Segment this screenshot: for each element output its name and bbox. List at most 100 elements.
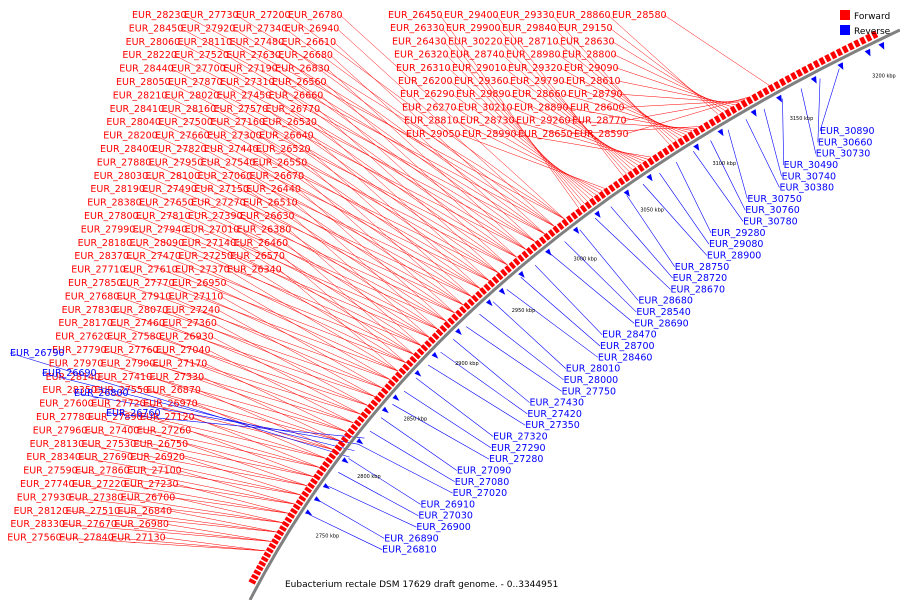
forward-gene-label: EUR_28230 — [132, 10, 187, 21]
forward-gene-block — [818, 56, 826, 66]
forward-leader-line — [275, 68, 527, 250]
forward-leader-line — [183, 14, 565, 220]
forward-gene-block — [767, 84, 776, 93]
forward-gene-label: EUR_28590 — [574, 129, 629, 140]
forward-leader-line — [169, 510, 277, 533]
forward-leader-line — [132, 229, 422, 347]
forward-leader-line — [114, 523, 272, 542]
reverse-gene-label: EUR_30660 — [818, 137, 873, 148]
forward-gene-block — [543, 232, 551, 241]
forward-leader-line — [103, 349, 354, 424]
forward-gene-label: EUR_26700 — [121, 492, 176, 503]
forward-gene-label: EUR_26200 — [398, 76, 453, 87]
forward-gene-block — [657, 150, 665, 159]
forward-gene-label: EUR_27040 — [156, 345, 211, 356]
forward-gene-label: EUR_27310 — [220, 77, 275, 88]
forward-gene-block — [745, 96, 754, 105]
forward-gene-label: EUR_26770 — [266, 104, 321, 115]
forward-gene-block — [735, 102, 743, 111]
forward-leader-line — [339, 14, 565, 220]
forward-gene-block — [647, 157, 655, 166]
forward-gene-block — [762, 87, 770, 96]
forward-gene-label: EUR_26780 — [288, 10, 343, 21]
forward-gene-label: EUR_27170 — [153, 358, 208, 369]
forward-gene-block — [292, 503, 301, 511]
forward-leader-line — [81, 443, 307, 486]
forward-gene-block — [539, 236, 547, 245]
forward-gene-label: EUR_28630 — [560, 36, 615, 47]
forward-gene-label: EUR_27400 — [85, 425, 140, 436]
forward-leader-line — [71, 483, 289, 514]
forward-leader-line — [569, 126, 699, 135]
forward-gene-block — [853, 39, 861, 48]
forward-gene-block — [807, 62, 815, 72]
forward-gene-label: EUR_28090 — [130, 238, 185, 249]
forward-leader-line — [497, 28, 627, 174]
reverse-leader-line — [564, 241, 637, 313]
forward-gene-label: EUR_27860 — [75, 466, 130, 477]
forward-gene-label: EUR_27110 — [169, 291, 224, 302]
reverse-gene-label: EUR_26890 — [384, 533, 439, 544]
forward-leader-line — [180, 28, 555, 227]
forward-leader-line — [126, 255, 406, 363]
forward-gene-block — [824, 53, 832, 63]
forward-gene-label: EUR_26930 — [159, 332, 214, 343]
reverse-gene-label: EUR_28000 — [564, 375, 619, 386]
forward-gene-block — [447, 317, 455, 325]
forward-gene-label: EUR_28710 — [504, 36, 559, 47]
forward-leader-line — [187, 215, 430, 338]
reverse-leader-line — [763, 108, 782, 177]
forward-leader-line — [223, 282, 391, 380]
forward-gene-block — [487, 279, 496, 288]
forward-gene-block — [263, 551, 272, 559]
forward-gene-label: EUR_29260 — [516, 116, 571, 127]
forward-gene-label: EUR_27630 — [226, 50, 281, 61]
reverse-gene-label: EUR_27290 — [491, 443, 546, 454]
forward-gene-label: EUR_28180 — [78, 238, 133, 249]
reverse-leader-line — [642, 183, 708, 256]
forward-gene-label: EUR_26830 — [275, 64, 330, 75]
forward-leader-line — [139, 202, 438, 330]
forward-gene-block — [260, 555, 269, 563]
forward-gene-label: EUR_28190 — [90, 184, 145, 195]
forward-gene-label: EUR_26530 — [262, 117, 317, 128]
forward-gene-label: EUR_28740 — [450, 50, 505, 61]
reverse-leader-line — [549, 253, 635, 324]
forward-gene-label: EUR_29010 — [452, 63, 507, 74]
forward-gene-block — [459, 305, 467, 314]
forward-gene-label: EUR_27150 — [194, 184, 249, 195]
forward-gene-block — [589, 197, 597, 206]
reverse-gene-label: EUR_28720 — [673, 273, 728, 284]
reverse-gene-block — [498, 287, 506, 295]
forward-gene-block — [632, 167, 640, 176]
forward-gene-label: EUR_27470 — [126, 251, 181, 262]
forward-leader-line — [455, 120, 603, 191]
forward-gene-block — [357, 415, 365, 423]
forward-gene-label: EUR_28810 — [404, 116, 459, 127]
forward-leader-line — [211, 336, 361, 415]
forward-gene-block — [322, 461, 330, 469]
reverse-leader-line — [415, 377, 494, 437]
forward-leader-line — [268, 95, 508, 266]
forward-gene-block — [370, 399, 379, 407]
forward-gene-block — [431, 332, 440, 341]
forward-leader-line — [59, 537, 266, 552]
legend-forward-swatch — [840, 10, 850, 20]
forward-leader-line — [87, 416, 320, 468]
forward-leader-line — [304, 162, 464, 305]
forward-gene-label: EUR_27460 — [110, 318, 165, 329]
reverse-gene-label: EUR_30750 — [747, 194, 802, 205]
forward-leader-line — [100, 363, 347, 432]
reverse-leader-line — [579, 229, 639, 301]
forward-gene-block — [250, 573, 259, 581]
forward-gene-label: EUR_27200 — [236, 10, 291, 21]
axis-tick-label: 2750 kbp — [316, 533, 340, 539]
forward-gene-label: EUR_28990 — [462, 129, 517, 140]
forward-gene-block — [284, 516, 293, 524]
forward-gene-label: EUR_27900 — [101, 358, 156, 369]
forward-gene-label: EUR_27600 — [39, 399, 94, 410]
forward-gene-label: EUR_27370 — [175, 265, 230, 276]
forward-gene-block — [751, 93, 759, 102]
forward-gene-block — [708, 118, 716, 127]
forward-leader-line — [233, 242, 414, 355]
